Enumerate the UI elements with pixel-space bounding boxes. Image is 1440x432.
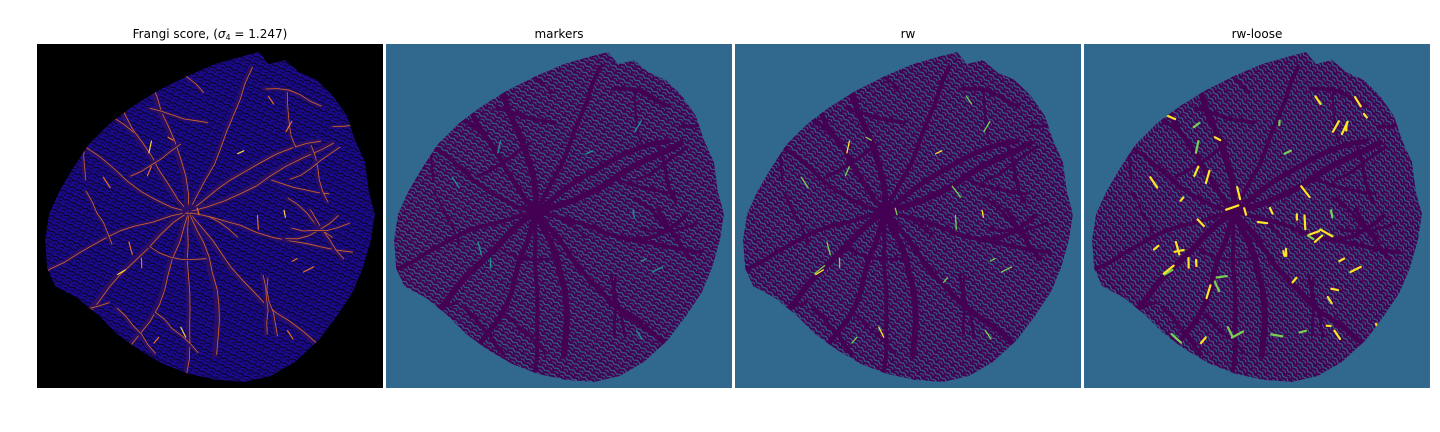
panel-title-frangi: Frangi score, (σ4 = 1.247) (37, 25, 383, 43)
markers-image (386, 44, 732, 388)
highlight-marks (451, 120, 664, 340)
rw-loose-image (1084, 44, 1430, 388)
rw-loose-image-canvas (1084, 44, 1430, 388)
title-prefix: Frangi score, ( (132, 27, 218, 41)
rw-image (735, 44, 1081, 388)
frangi-image (37, 44, 383, 388)
title-sigma: σ (217, 27, 226, 41)
title-suffix: = 1.247) (230, 27, 288, 41)
tissue-region (45, 52, 375, 382)
panel-title-rw: rw (900, 27, 916, 41)
highlight-marks (1136, 95, 1391, 357)
tissue-region (1092, 52, 1422, 382)
panel-title-markers: markers (534, 27, 584, 41)
title-sub: 4 (225, 33, 231, 42)
frangi-image-canvas (37, 44, 383, 388)
rw-image-canvas (735, 44, 1081, 388)
markers-image-canvas (386, 44, 732, 388)
panel-title-rw-loose: rw-loose (1231, 27, 1283, 41)
